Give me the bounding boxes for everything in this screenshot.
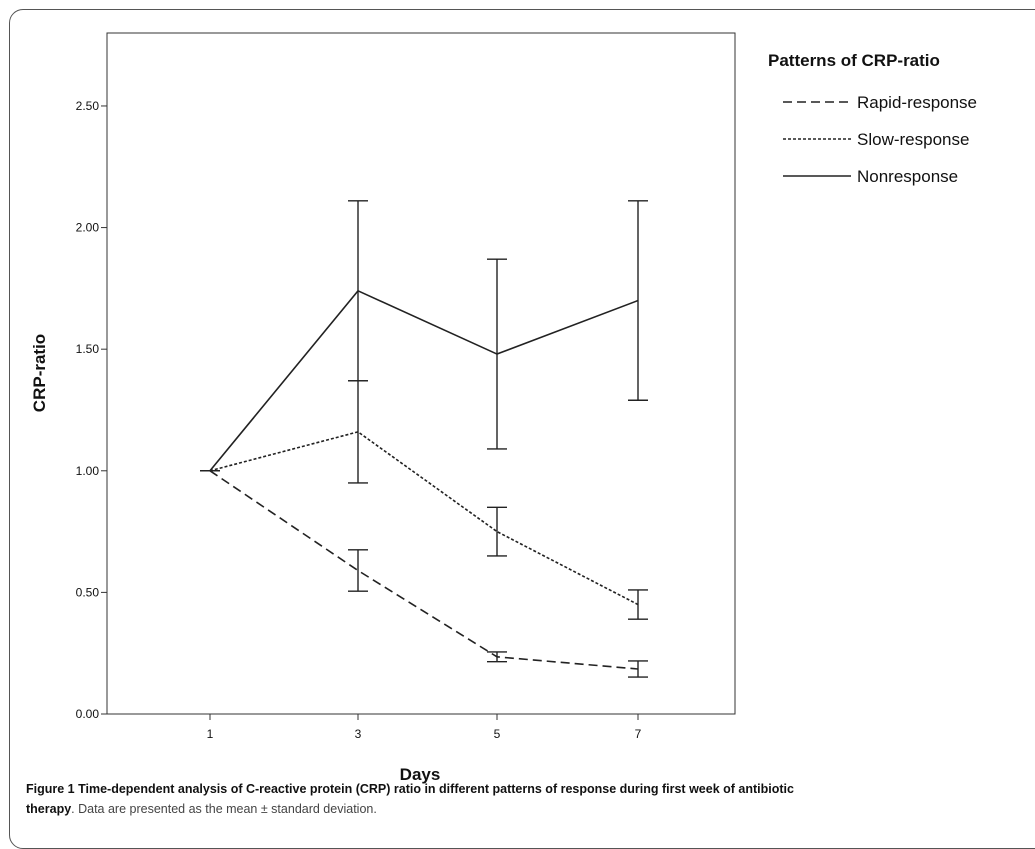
- y-axis: 0.00 0.50 1.00 1.50 2.00 2.50: [76, 99, 107, 721]
- legend-title: Patterns of CRP-ratio: [768, 51, 940, 70]
- legend-label: Rapid-response: [857, 93, 977, 112]
- y-tick-label: 1.50: [76, 342, 100, 356]
- caption-rest: . Data are presented as the mean ± stand…: [71, 802, 377, 816]
- y-tick-label: 2.00: [76, 221, 100, 235]
- x-tick-label: 7: [635, 727, 642, 741]
- y-tick-label: 0.00: [76, 707, 100, 721]
- x-axis-title: Days: [400, 765, 441, 784]
- x-axis: 1 3 5 7: [207, 714, 642, 741]
- y-tick-label: 0.50: [76, 585, 100, 599]
- y-tick-label: 1.00: [76, 464, 100, 478]
- figure-caption: Figure 1 Time-dependent analysis of C-re…: [26, 779, 1035, 819]
- caption-bold-line: Figure 1 Time-dependent analysis of C-re…: [26, 782, 794, 796]
- caption-bold-word: therapy: [26, 802, 72, 816]
- series-line-nonresponse: [209, 289, 639, 472]
- x-tick-label: 1: [207, 727, 214, 741]
- x-tick-label: 3: [355, 727, 362, 741]
- legend: Patterns of CRP-ratio Rapid-response Slow…: [768, 51, 977, 186]
- legend-label: Slow-response: [857, 130, 969, 149]
- plot-area: [106, 32, 736, 715]
- series-layer: [200, 200, 648, 678]
- legend-label: Nonresponse: [857, 167, 958, 186]
- series-line-slow-response: [209, 431, 639, 606]
- y-tick-label: 2.50: [76, 99, 100, 113]
- y-axis-title: CRP-ratio: [30, 334, 49, 412]
- x-tick-label: 5: [494, 727, 501, 741]
- series-line-rapid-response: [209, 470, 639, 670]
